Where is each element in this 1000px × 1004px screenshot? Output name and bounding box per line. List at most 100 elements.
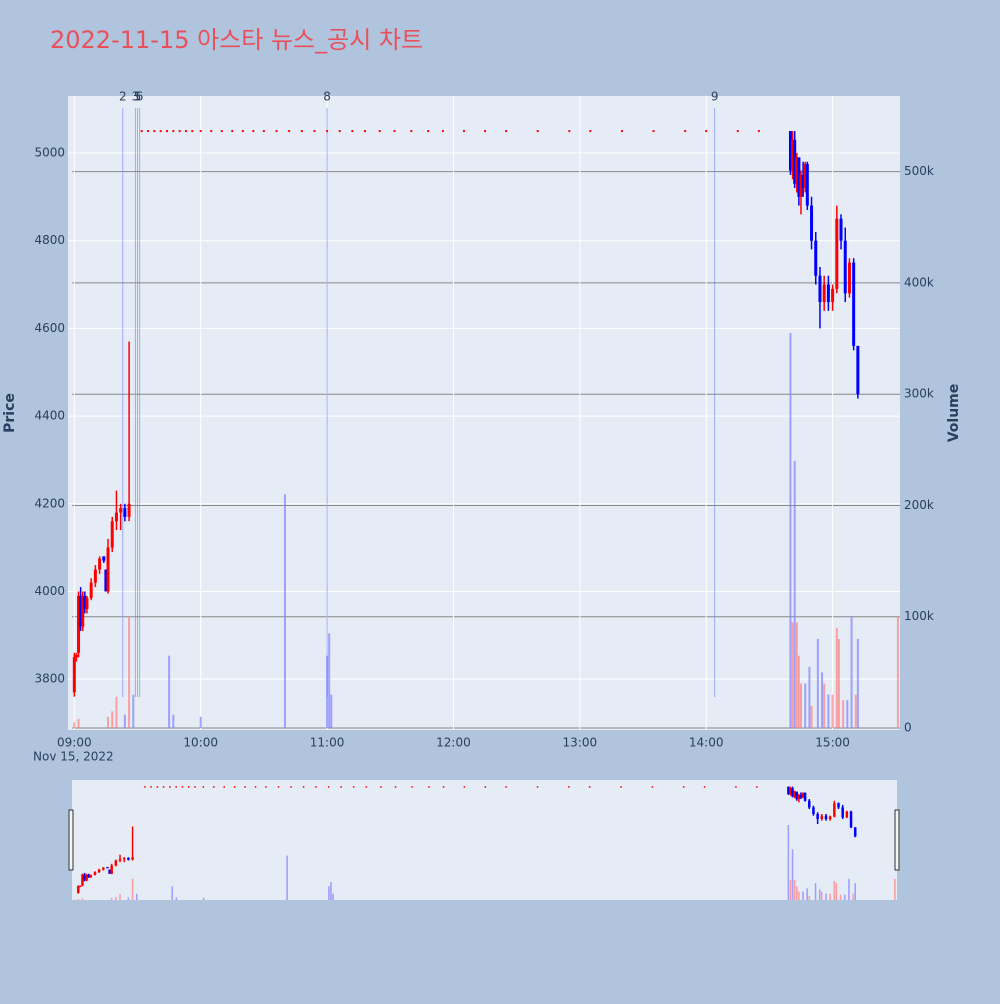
candle-body: [847, 262, 851, 294]
disclosure-marker: [441, 130, 444, 133]
volume-bar: [800, 683, 803, 728]
y2-tick-label: 400k: [904, 275, 934, 289]
y-tick-label: 4400: [34, 409, 65, 423]
slider-candle-body: [793, 791, 796, 797]
disclosure-marker: [393, 130, 396, 133]
disclosure-marker: [684, 130, 687, 133]
slider-candle-body: [841, 807, 844, 818]
slider-candle-body: [799, 794, 803, 798]
slider-candle-body: [849, 811, 853, 828]
slider-candle-body: [87, 874, 90, 878]
slider-disclosure-marker: [254, 786, 257, 788]
volume-bar: [854, 694, 857, 728]
y-axis-title: Price: [2, 393, 18, 433]
slider-volume-bar: [839, 894, 842, 900]
slider-volume-bar: [814, 883, 817, 900]
slider-candle-body: [801, 792, 805, 798]
chart-title: 2022-11-15 아스타 뉴스_공시 차트: [50, 26, 423, 54]
volume-bar: [842, 700, 845, 728]
slider-disclosure-marker: [735, 786, 737, 788]
slider-disclosure-marker: [194, 786, 196, 788]
slider-disclosure-marker: [315, 786, 317, 788]
slider-volume-bar: [135, 893, 138, 900]
slider-candle-body: [85, 874, 88, 881]
disclosure-marker: [462, 130, 465, 133]
disclosure-marker: [363, 130, 366, 133]
candle-body: [795, 157, 799, 184]
slider-disclosure-marker: [327, 786, 330, 788]
slider-candle-body: [97, 869, 101, 873]
disclosure-marker: [172, 130, 175, 133]
y-tick-label: 5000: [34, 145, 65, 159]
slider-disclosure-marker: [651, 786, 654, 788]
slider-disclosure-marker: [162, 786, 165, 788]
disclosure-marker: [153, 130, 156, 133]
slider-disclosure-marker: [484, 786, 487, 788]
candle-body: [793, 139, 797, 184]
disclosure-marker: [378, 130, 381, 133]
slider-volume-bar: [806, 888, 808, 900]
disclosure-marker: [288, 130, 291, 133]
slider-volume-bar: [328, 886, 330, 900]
disclosure-marker: [757, 130, 760, 133]
slider-volume-bar: [127, 897, 130, 900]
slider-handle-right[interactable]: [894, 809, 900, 871]
y-tick-label: 4600: [34, 321, 65, 335]
slider-volume-bar: [110, 897, 113, 900]
slider-volume-bar: [330, 882, 332, 900]
slider-disclosure-marker: [302, 786, 305, 788]
slider-volume-bar: [825, 893, 827, 900]
disclosure-marker: [159, 130, 162, 133]
slider-disclosure-marker: [223, 786, 225, 788]
news-label: 9: [711, 90, 719, 104]
volume-bar: [789, 333, 792, 728]
x-tick-label: 13:00: [563, 736, 598, 750]
y-tick-label: 3800: [34, 672, 65, 686]
y-tick-label: 4800: [34, 233, 65, 247]
disclosure-marker: [338, 130, 341, 133]
slider-disclosure-marker: [352, 786, 355, 788]
slider-candle-body: [106, 867, 109, 869]
volume-bar: [816, 638, 819, 728]
volume-bar: [77, 719, 80, 728]
disclosure-marker: [652, 130, 655, 133]
slider-candle-body: [795, 791, 798, 800]
slider-candle-body: [83, 874, 86, 881]
slider-disclosure-marker: [411, 786, 413, 788]
volume-bar: [810, 705, 813, 728]
volume-bar: [797, 655, 800, 728]
disclosure-marker: [313, 130, 316, 133]
volume-bar: [111, 711, 114, 728]
disclosure-marker: [275, 130, 278, 133]
disclosure-marker: [178, 130, 181, 133]
candle-body: [818, 275, 822, 303]
slider-candle-body: [89, 875, 93, 878]
candle-body: [104, 569, 108, 592]
disclosure-marker: [252, 130, 255, 133]
candle-body: [805, 163, 809, 206]
volume-bar: [283, 494, 286, 728]
candle-body: [72, 657, 76, 693]
slider-disclosure-marker: [187, 786, 190, 788]
slider-disclosure-marker: [181, 786, 184, 788]
range-slider[interactable]: [72, 780, 897, 900]
slider-candle-body: [812, 807, 815, 815]
disclosure-marker: [191, 130, 194, 133]
y2-tick-label: 100k: [904, 609, 934, 623]
slider-volume-bar: [175, 897, 178, 900]
slider-volume-bar: [829, 893, 831, 900]
slider-volume-bar: [791, 849, 794, 900]
slider-candle-body: [127, 858, 130, 860]
x-tick-label: 11:00: [310, 736, 345, 750]
slider-disclosure-marker: [620, 786, 622, 788]
slider-volume-bar: [789, 879, 792, 900]
slider-volume-bar: [821, 891, 823, 900]
candle-body: [839, 218, 843, 241]
candle-body: [98, 558, 102, 570]
slider-candle-body: [110, 865, 113, 874]
slider-disclosure-marker: [703, 786, 706, 788]
disclosure-marker: [262, 130, 265, 133]
slider-handle-left[interactable]: [68, 809, 74, 871]
candle-body: [110, 521, 114, 548]
slider-candle-body: [114, 860, 118, 866]
